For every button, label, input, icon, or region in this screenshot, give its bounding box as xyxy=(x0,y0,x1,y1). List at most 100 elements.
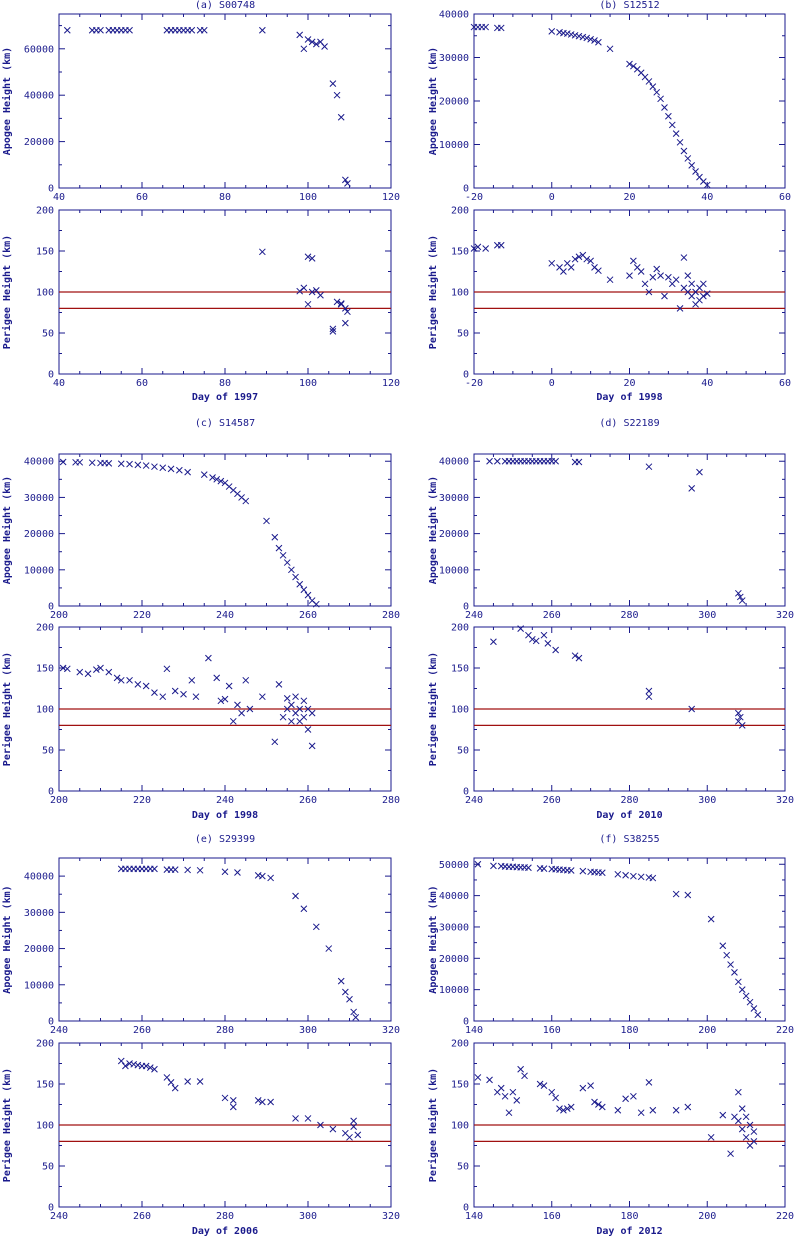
apogee-data-point xyxy=(76,458,84,466)
perigee-data-point xyxy=(509,1088,517,1096)
apogee-data-point xyxy=(352,1014,360,1021)
perigee-y-tick-label: 50 xyxy=(42,746,54,757)
apogee-data-point xyxy=(329,80,337,87)
perigee-y-tick-label: 50 xyxy=(457,1162,469,1173)
perigee-y-axis-label: Perigee Height (km) xyxy=(1,1068,13,1182)
apogee-x-tick-label: 220 xyxy=(776,1025,794,1036)
apogee-data-point xyxy=(200,471,208,478)
apogee-x-tick-label: 100 xyxy=(299,192,317,203)
perigee-data-point xyxy=(258,693,266,701)
perigee-data-point xyxy=(734,1088,742,1096)
apogee-data-point xyxy=(59,458,67,466)
apogee-data-point xyxy=(738,986,746,994)
perigee-x-tick-label: 300 xyxy=(299,1211,317,1222)
apogee-data-point xyxy=(296,31,304,39)
apogee-data-point xyxy=(595,38,602,46)
x-axis-label: Day of 2012 xyxy=(596,1226,662,1237)
apogee-data-point xyxy=(142,462,150,469)
apogee-data-point xyxy=(614,870,622,878)
apogee-x-tick-label: -20 xyxy=(465,192,483,203)
apogee-data-point xyxy=(341,176,349,184)
apogee-data-point xyxy=(312,600,320,608)
perigee-data-point xyxy=(205,654,212,662)
perigee-data-point xyxy=(719,1111,727,1119)
perigee-y-tick-label: 150 xyxy=(36,247,54,258)
perigee-data-point xyxy=(317,291,324,299)
apogee-data-point xyxy=(680,147,688,155)
apogee-data-point xyxy=(630,872,637,880)
apogee-plot: 200 220 240 260 280 0 10000 20000 30000 40000 Apog… xyxy=(1,453,400,621)
perigee-data-point xyxy=(329,325,337,333)
apogee-data-point xyxy=(337,113,345,121)
perigee-data-point xyxy=(354,1131,362,1139)
apogee-data-point xyxy=(105,460,113,467)
apogee-plot: 140 160 180 200 220 0 10000 20000 30000 40000 5000… xyxy=(427,857,794,1036)
apogee-y-tick-label: 40000 xyxy=(439,10,469,21)
apogee-data-point xyxy=(746,998,754,1006)
perigee-data-point xyxy=(188,676,196,684)
perigee-data-point xyxy=(151,1065,158,1073)
perigee-data-point xyxy=(700,280,707,288)
apogee-y-tick-label: 20000 xyxy=(24,944,54,955)
perigee-x-tick-label: 140 xyxy=(465,1211,483,1222)
perigee-data-point xyxy=(97,664,104,672)
apogee-x-tick-label: 300 xyxy=(299,1025,317,1036)
perigee-data-point xyxy=(653,265,661,273)
apogee-data-point xyxy=(734,978,742,986)
perigee-data-point xyxy=(548,259,556,267)
perigee-data-point xyxy=(271,738,279,746)
perigee-data-point xyxy=(213,674,221,682)
panel-title: (b) S12512 xyxy=(599,0,659,11)
perigee-data-point xyxy=(292,693,299,701)
perigee-plot: 140 160 180 200 220 0 50 100 150 200 Perigee Heigh… xyxy=(427,1039,794,1238)
apogee-data-point xyxy=(312,923,320,931)
apogee-y-tick-label: 50000 xyxy=(439,860,469,871)
apogee-data-point xyxy=(626,60,633,68)
apogee-data-point xyxy=(271,533,279,541)
perigee-y-axis-label: Perigee Height (km) xyxy=(427,235,439,349)
perigee-x-tick-label: 260 xyxy=(299,795,317,806)
perigee-data-point xyxy=(672,1106,680,1114)
perigee-data-point xyxy=(229,1103,237,1111)
apogee-x-tick-label: 120 xyxy=(382,192,400,203)
apogee-y-axis-label: Apogee Height (km) xyxy=(1,476,13,584)
perigee-x-tick-label: 320 xyxy=(776,795,794,806)
perigee-data-point xyxy=(688,280,696,288)
apogee-y-tick-label: 0 xyxy=(48,1017,54,1028)
x-axis-label: Day of 1998 xyxy=(596,392,662,403)
perigee-data-point xyxy=(134,681,142,688)
perigee-data-point xyxy=(649,1106,657,1114)
perigee-x-tick-label: 100 xyxy=(299,378,317,389)
apogee-y-tick-label: 10000 xyxy=(439,565,469,576)
panel-f: (f) S38255 140 160 180 200 220 0 10000 20000 3000… xyxy=(427,834,794,1237)
perigee-data-point xyxy=(163,665,171,673)
perigee-data-point xyxy=(76,668,84,676)
perigee-x-tick-label: 260 xyxy=(133,1211,151,1222)
apogee-data-point xyxy=(88,459,96,467)
perigee-data-point xyxy=(661,292,668,300)
perigee-data-point xyxy=(317,1121,324,1129)
perigee-data-point xyxy=(665,273,672,281)
perigee-data-point xyxy=(750,1138,758,1145)
apogee-plot: 40 60 80 100 120 0 20000 40000 60000 Apogee Heigh… xyxy=(1,13,400,203)
perigee-data-point xyxy=(575,253,583,261)
perigee-y-tick-label: 100 xyxy=(36,705,54,716)
apogee-frame xyxy=(473,13,786,189)
perigee-y-tick-label: 200 xyxy=(451,1039,469,1050)
perigee-data-point xyxy=(560,1106,567,1114)
perigee-x-tick-label: 160 xyxy=(543,1211,561,1222)
perigee-data-point xyxy=(614,1106,622,1114)
apogee-x-tick-label: 280 xyxy=(382,610,400,621)
perigee-data-point xyxy=(329,1125,337,1133)
perigee-x-tick-label: 220 xyxy=(776,1211,794,1222)
perigee-data-point xyxy=(486,1076,493,1084)
apogee-y-tick-label: 0 xyxy=(463,1017,469,1028)
perigee-data-point xyxy=(292,1115,299,1122)
perigee-data-point xyxy=(238,709,245,717)
apogee-data-point xyxy=(263,517,270,525)
perigee-y-tick-label: 150 xyxy=(36,1080,54,1091)
apogee-x-tick-label: 40 xyxy=(53,192,65,203)
apogee-data-point xyxy=(283,559,291,566)
apogee-y-tick-label: 10000 xyxy=(439,985,469,996)
perigee-data-point xyxy=(113,674,121,682)
